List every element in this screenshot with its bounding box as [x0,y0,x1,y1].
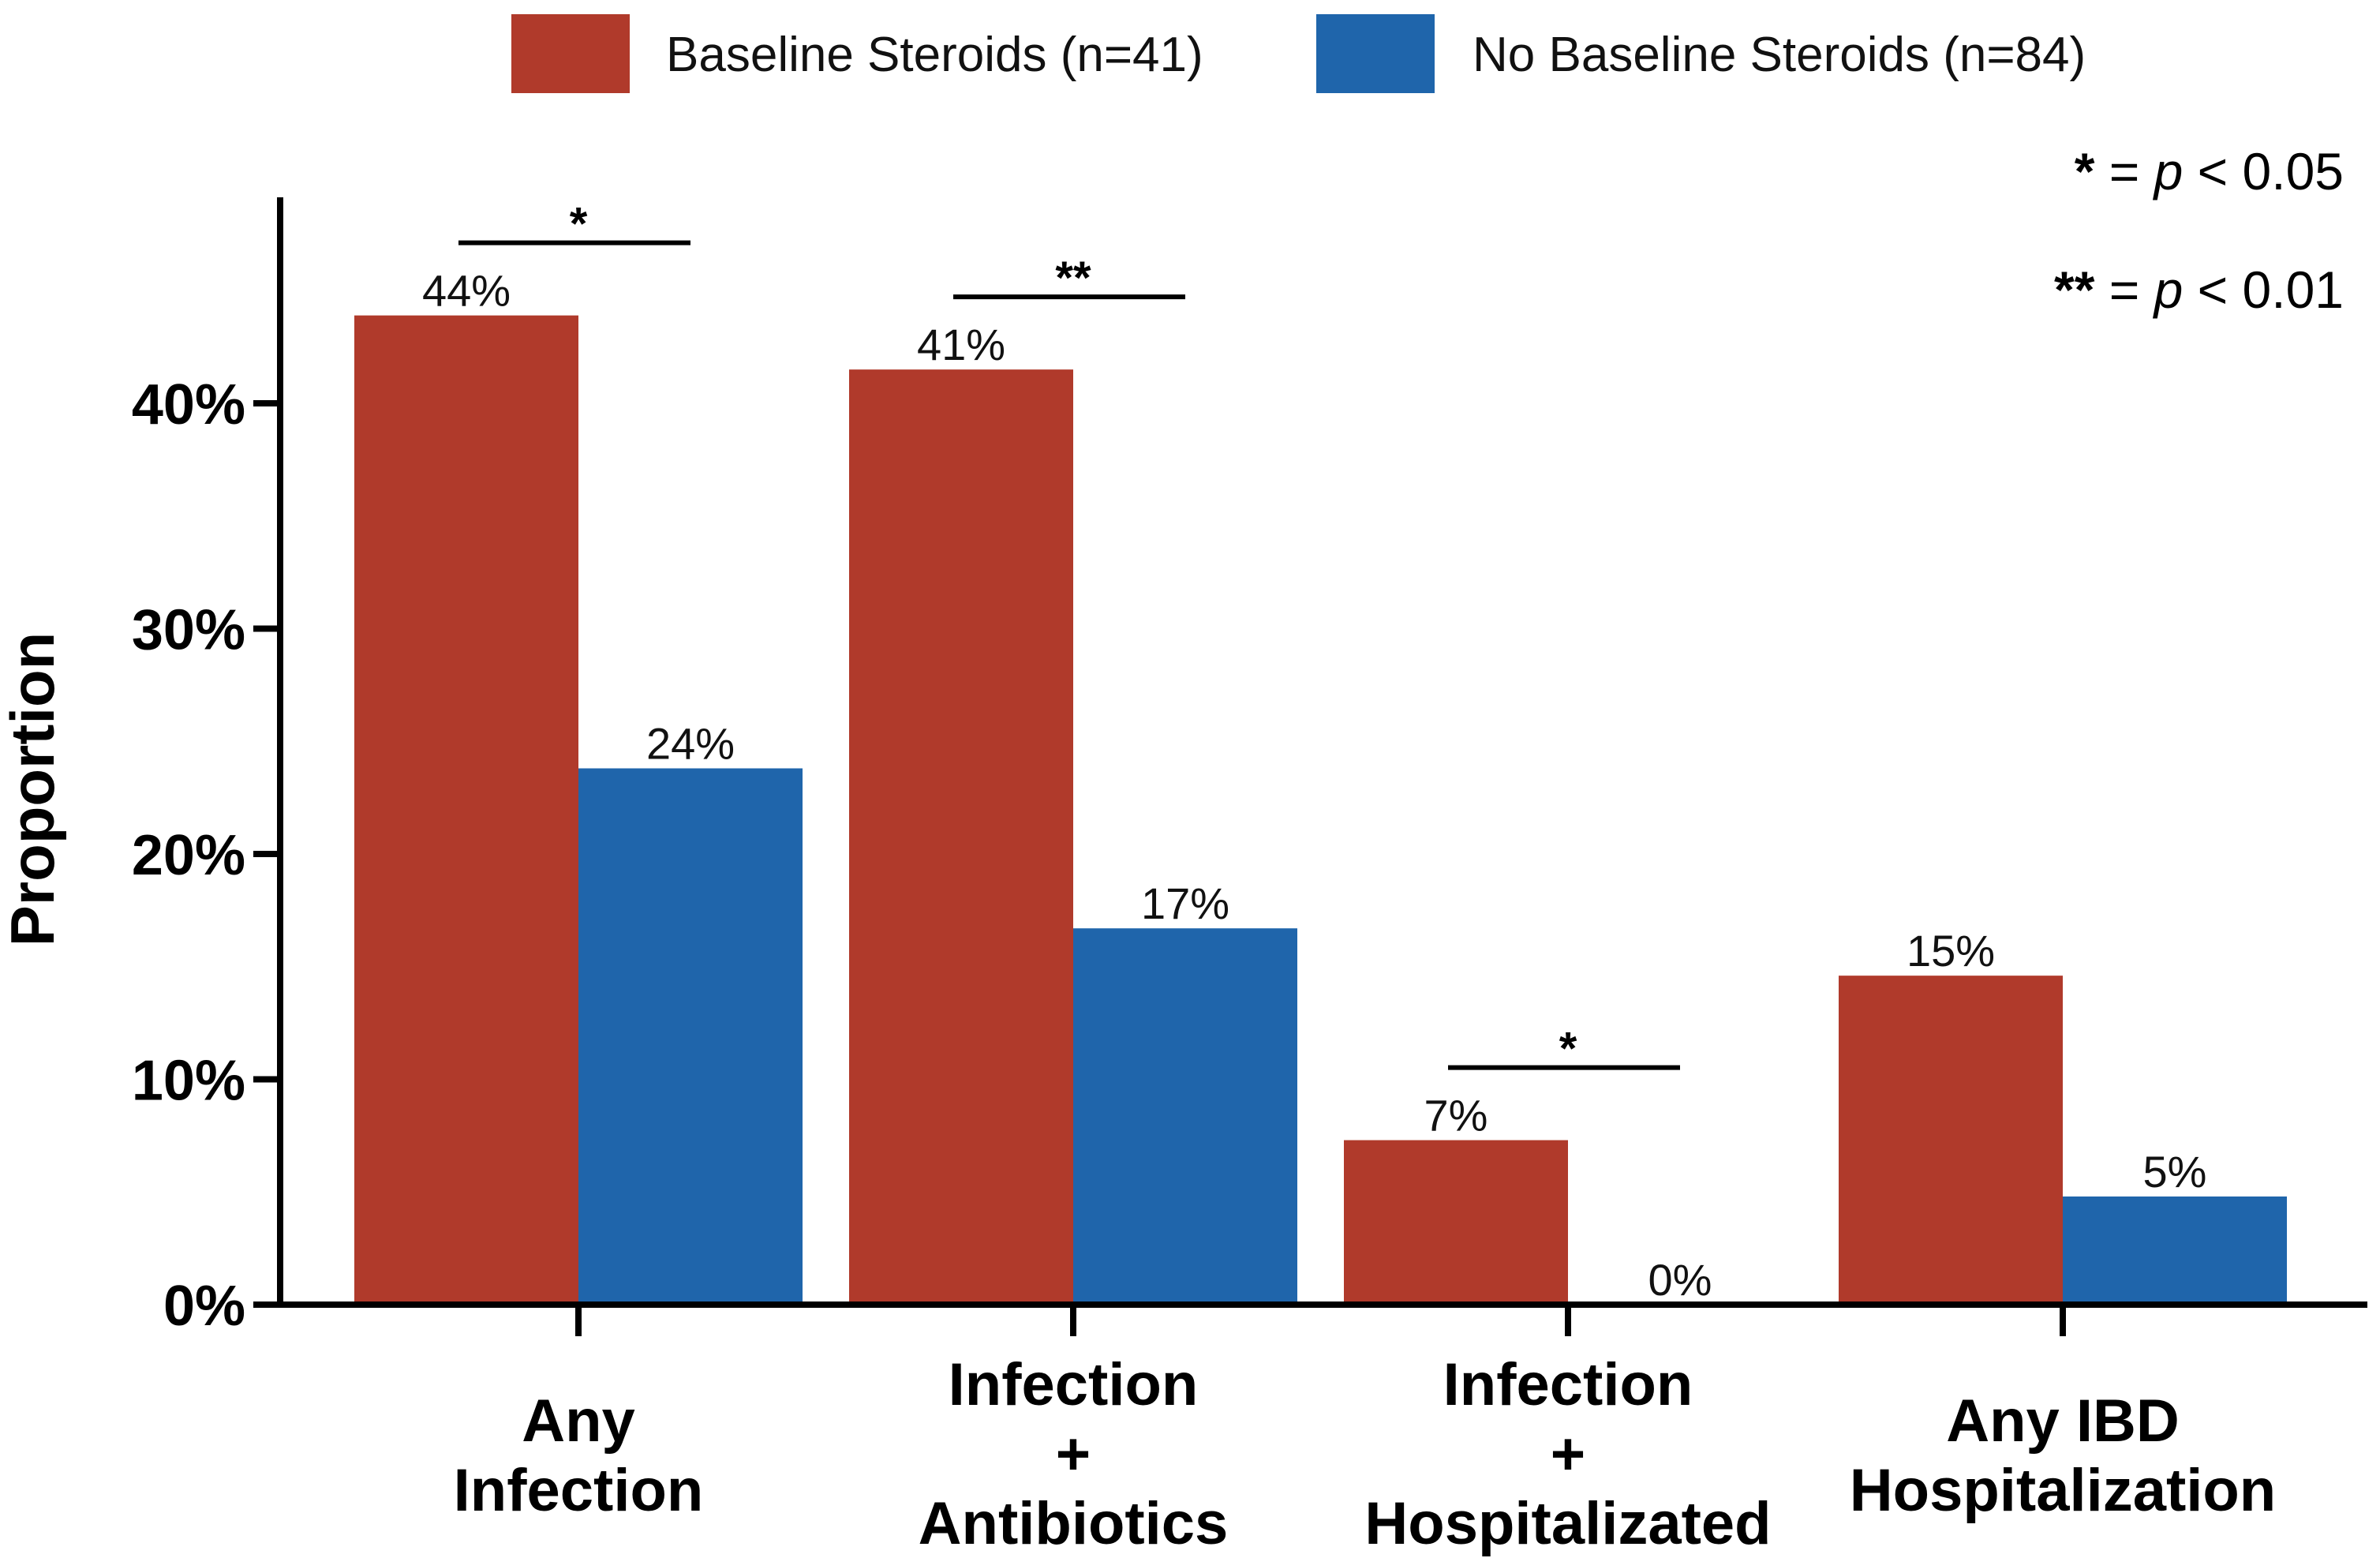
x-category-label-line: Antibiotics [919,1490,1229,1557]
data-labels: 44% 41% 7% 15% 24% 17% 0% 5% [422,266,2207,1305]
y-tick-label-2: 20% [132,824,245,887]
x-category-label-2: Infection + Hospitalizated [1364,1351,1771,1557]
bar-no-baseline-1 [1073,928,1297,1305]
significance-stars-0: * [570,199,588,250]
significance-key-part: p [2153,142,2184,200]
significance-key-part: p [2153,260,2184,319]
data-label-no-baseline-2: 0% [1648,1255,1712,1305]
bar-baseline-2 [1344,1140,1568,1305]
data-label-no-baseline-3: 5% [2143,1147,2207,1197]
significance-key-part: = [2094,260,2154,319]
significance-key-part: * [2075,142,2095,200]
data-label-no-baseline-0: 24% [646,719,735,769]
legend-swatch-1 [1316,14,1435,93]
bar-no-baseline-0 [578,768,803,1305]
x-category-label-line: Hospitalizated [1364,1490,1771,1557]
data-label-baseline-2: 7% [1424,1091,1488,1140]
x-category-label-line: Infection [454,1457,704,1524]
data-label-baseline-3: 15% [1907,926,1995,976]
legend: Baseline Steroids (n=41) No Baseline Ster… [511,14,2086,93]
bar-no-baseline-3 [2063,1196,2287,1305]
data-label-baseline-0: 44% [422,266,511,316]
y-tick-label-1: 10% [132,1050,245,1113]
bar-baseline-0 [354,315,578,1305]
x-category-label-line: + [1056,1421,1091,1488]
y-axis-title: Proportion [0,632,67,947]
x-category-label-line: Any IBD [1946,1388,2180,1455]
x-category-label-line: Infection [1443,1351,1693,1418]
x-category-label-1: Infection + Antibiotics [919,1351,1229,1557]
y-tick-label-0: 0% [163,1275,245,1338]
significance-key-1: ** = p < 0.01 [2054,260,2344,319]
bars [354,315,2287,1305]
significance-key-part: = [2094,142,2154,200]
legend-swatch-0 [511,14,630,93]
x-category-label-line: + [1551,1421,1585,1488]
data-label-no-baseline-1: 17% [1141,878,1229,928]
y-tick-label-4: 40% [132,373,245,436]
x-category-label-0: Any Infection [454,1388,704,1524]
data-label-baseline-1: 41% [917,320,1005,369]
significance-key-0: * = p < 0.05 [2075,142,2344,200]
significance-key-part: ** [2054,260,2095,319]
significance-key-part: < 0.01 [2183,260,2344,319]
significance-stars-2: * [1559,1024,1577,1075]
legend-label-0: Baseline Steroids (n=41) [666,28,1203,82]
legend-label-1: No Baseline Steroids (n=84) [1473,28,2086,82]
x-category-label-line: Hospitalization [1850,1457,2276,1524]
bar-baseline-3 [1839,976,2063,1305]
bar-baseline-1 [849,369,1073,1305]
significance-key-part: < 0.05 [2183,142,2344,200]
x-category-label-line: Any [522,1388,635,1455]
x-category-label-line: Infection [949,1351,1199,1418]
significance-stars-1: ** [1055,253,1091,304]
y-tick-label-3: 30% [132,599,245,662]
x-category-label-3: Any IBD Hospitalization [1850,1388,2276,1524]
significance-key: * = p < 0.05 ** = p < 0.01 [2054,142,2344,319]
significance-brackets: **** [458,199,1680,1075]
